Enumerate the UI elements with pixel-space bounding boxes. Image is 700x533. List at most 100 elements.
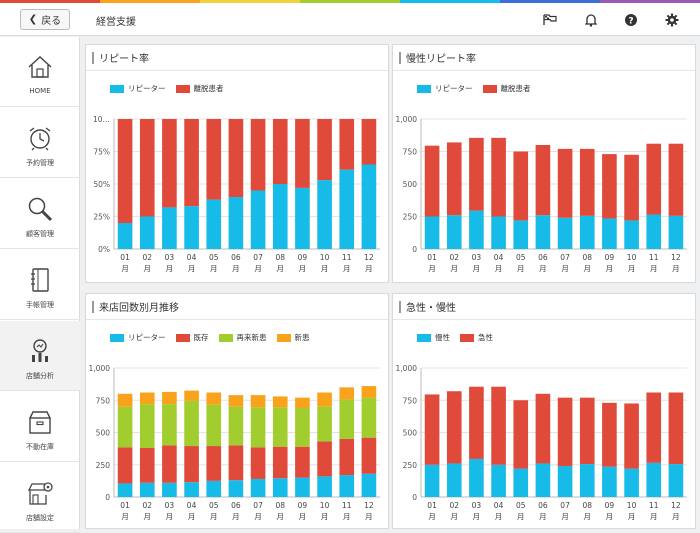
bar-segment[interactable] [491,216,506,250]
bar-segment[interactable] [272,446,288,479]
bar-segment[interactable] [117,393,133,407]
bar-segment[interactable] [446,215,462,249]
bar-segment[interactable] [139,392,155,405]
bar-segment[interactable] [162,391,177,405]
bar-segment[interactable] [624,468,639,497]
bar-segment[interactable] [602,402,617,467]
bar-segment[interactable] [491,464,506,497]
bar-segment[interactable] [339,475,355,497]
bar-segment[interactable] [469,386,484,459]
bar-segment[interactable] [579,397,595,465]
bar-segment[interactable] [535,215,551,249]
bar-segment[interactable] [206,446,222,481]
bar-segment[interactable] [139,482,155,497]
legend-item[interactable]: 急性 [460,332,493,343]
bar-segment[interactable] [579,148,595,216]
sidebar-item-store-analysis[interactable]: 店舗分析 [0,321,80,391]
bar-segment[interactable] [250,119,266,191]
bar-segment[interactable] [361,437,377,474]
bar-segment[interactable] [206,404,222,447]
bar-segment[interactable] [228,480,244,497]
bar-segment[interactable] [339,169,355,249]
sidebar-item-customers[interactable]: 顧客管理 [0,179,80,249]
legend-item[interactable]: リピーター [110,83,166,94]
bar-segment[interactable] [535,463,551,497]
bar-segment[interactable] [184,119,199,207]
bar-segment[interactable] [228,119,244,197]
bar-segment[interactable] [317,392,332,407]
bar-segment[interactable] [317,476,332,497]
bell-icon[interactable] [582,11,600,29]
help-icon[interactable]: ? [622,11,640,29]
back-button[interactable]: ❮ 戻る [20,9,70,30]
bar-segment[interactable] [668,143,684,216]
bar-segment[interactable] [184,482,199,497]
bar-segment[interactable] [557,148,573,218]
bar-segment[interactable] [361,119,377,165]
bar-segment[interactable] [295,407,310,447]
bar-segment[interactable] [295,477,310,497]
bar-segment[interactable] [446,391,462,464]
bar-segment[interactable] [513,151,529,221]
bar-segment[interactable] [668,392,684,465]
legend-item[interactable]: リピーター [417,83,473,94]
sidebar-item-store-settings[interactable]: 店舗設定 [0,463,80,533]
sidebar-item-reservations[interactable]: 予約管理 [0,108,80,178]
bar-segment[interactable] [139,119,155,217]
bar-segment[interactable] [339,399,355,439]
bar-segment[interactable] [535,145,551,216]
bar-segment[interactable] [513,468,529,497]
bar-segment[interactable] [317,406,332,442]
legend-item[interactable]: リピーター [110,332,166,343]
bar-segment[interactable] [361,397,377,438]
bar-segment[interactable] [272,478,288,497]
bar-segment[interactable] [117,483,133,497]
bar-segment[interactable] [250,407,266,448]
bar-segment[interactable] [339,119,355,170]
bar-segment[interactable] [646,143,662,215]
bar-segment[interactable] [491,386,506,465]
bar-segment[interactable] [602,466,617,497]
bar-segment[interactable] [206,119,222,200]
bar-segment[interactable] [184,446,199,483]
bar-segment[interactable] [557,397,573,467]
legend-item[interactable]: 新患 [276,332,310,343]
bar-segment[interactable] [272,407,288,447]
legend-item[interactable]: 再来新患 [218,332,267,343]
bar-segment[interactable] [117,223,133,249]
bar-segment[interactable] [139,404,155,448]
bar-segment[interactable] [250,190,266,250]
bar-segment[interactable] [446,142,462,216]
bar-segment[interactable] [184,400,199,447]
bar-segment[interactable] [117,119,133,223]
bar-segment[interactable] [162,119,177,208]
bar-segment[interactable] [317,119,332,181]
bar-segment[interactable] [272,119,288,184]
bar-segment[interactable] [184,206,199,249]
bar-segment[interactable] [317,441,332,477]
bar-segment[interactable] [250,478,266,497]
bar-segment[interactable] [250,395,266,408]
bar-segment[interactable] [491,137,506,217]
bar-segment[interactable] [162,445,177,483]
bar-segment[interactable] [361,473,377,497]
bar-segment[interactable] [272,184,288,249]
bar-segment[interactable] [624,220,639,249]
bar-segment[interactable] [513,220,529,249]
bar-segment[interactable] [250,447,266,479]
bar-segment[interactable] [579,464,595,497]
legend-item[interactable]: 離脱患者 [175,83,224,94]
bar-segment[interactable] [206,480,222,497]
bar-segment[interactable] [139,447,155,483]
bar-segment[interactable] [184,390,199,401]
bar-segment[interactable] [228,445,244,481]
bar-segment[interactable] [557,466,573,497]
bar-segment[interactable] [624,403,639,469]
bar-segment[interactable] [424,145,440,217]
legend-item[interactable]: 離脱患者 [482,83,531,94]
bar-segment[interactable] [117,447,133,484]
bar-segment[interactable] [602,154,617,219]
bar-segment[interactable] [228,406,244,446]
bar-segment[interactable] [295,397,310,408]
bar-segment[interactable] [339,438,355,476]
